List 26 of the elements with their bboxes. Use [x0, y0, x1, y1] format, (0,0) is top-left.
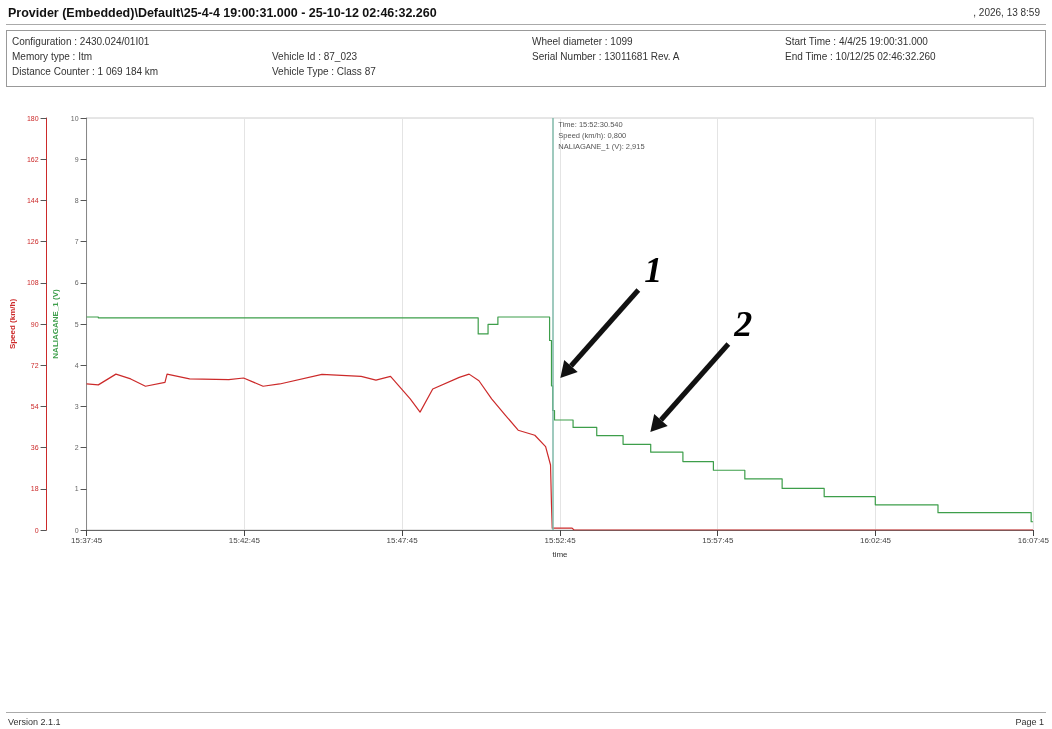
text: Wheel diameter : 1099 [532, 36, 633, 47]
text: Memory type : Itm [12, 51, 93, 62]
text: Distance Counter : 1 069 184 km [12, 66, 159, 77]
annotation: 1 [644, 250, 663, 290]
text: , 2026, 13 8:59 [973, 7, 1040, 18]
text: Vehicle Type : Class 87 [272, 66, 376, 77]
line-series [85, 373, 1034, 531]
x-tick-label: 15:52:45 [544, 535, 577, 545]
chart-title: Provider (Embedded)\Default\25-4-4 19:00:31.000 - 25-10-12 02:46:32.260 [8, 6, 437, 20]
x-axis-title: time [552, 549, 569, 559]
x-tick-label: 16:02:45 [859, 535, 892, 545]
text: Configuration : 2430.024/01I01 [12, 36, 150, 47]
y2-axis-title: Speed (km/h) [7, 298, 17, 350]
text: Page 1 [1015, 717, 1044, 727]
text: Serial Number : 13011681 Rev. A [532, 51, 680, 62]
annotation: 2 [733, 304, 753, 344]
x-tick-label: 15:57:45 [702, 535, 734, 545]
text: Vehicle Id : 87_023 [272, 51, 358, 62]
x-tick-label: 15:37:45 [71, 535, 103, 545]
x-tick-label: 16:07:45 [1017, 535, 1050, 545]
text: End Time : 10/12/25 02:46:32.260 [785, 51, 936, 62]
x-tick-label: 15:47:45 [386, 535, 419, 545]
text: Start Time : 4/4/25 19:00:31.000 [785, 36, 928, 47]
y-axis-title: NALIAGANE_1 (V) [51, 289, 61, 359]
x-tick-label: 15:42:45 [228, 535, 261, 545]
text: Version 2.1.1 [8, 717, 61, 727]
